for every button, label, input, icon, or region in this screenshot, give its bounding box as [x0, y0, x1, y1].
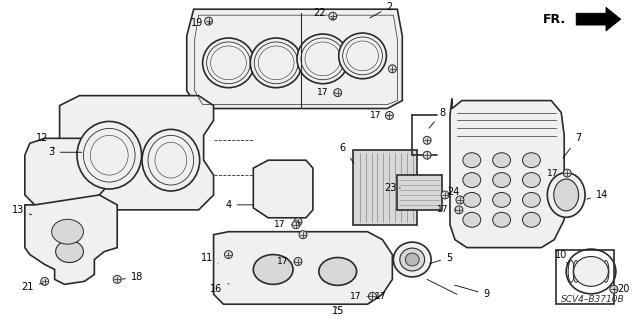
Polygon shape: [450, 99, 564, 248]
Text: 6: 6: [340, 143, 354, 163]
Text: 15: 15: [332, 306, 344, 316]
Circle shape: [388, 65, 396, 73]
Text: 17: 17: [547, 169, 564, 178]
Text: 17: 17: [374, 292, 386, 301]
Bar: [556, 249, 614, 304]
Ellipse shape: [319, 257, 356, 285]
Text: 8: 8: [429, 108, 445, 128]
Text: 13: 13: [12, 205, 32, 215]
Ellipse shape: [56, 241, 83, 263]
Circle shape: [292, 221, 300, 229]
Text: 12: 12: [36, 133, 54, 148]
Ellipse shape: [400, 248, 425, 271]
Circle shape: [423, 136, 431, 144]
Text: 18: 18: [122, 272, 143, 282]
Text: 7: 7: [563, 133, 581, 158]
Circle shape: [385, 112, 394, 119]
Ellipse shape: [339, 33, 387, 79]
Circle shape: [369, 292, 376, 300]
Polygon shape: [187, 9, 403, 108]
Polygon shape: [253, 160, 313, 218]
Ellipse shape: [203, 38, 254, 88]
Polygon shape: [214, 232, 392, 304]
Text: 23: 23: [384, 183, 400, 193]
Ellipse shape: [493, 153, 511, 168]
Ellipse shape: [52, 219, 83, 244]
Text: 17: 17: [317, 88, 335, 97]
Text: 14: 14: [587, 190, 608, 200]
Polygon shape: [60, 96, 214, 210]
Ellipse shape: [250, 38, 302, 88]
Ellipse shape: [77, 122, 141, 189]
Ellipse shape: [547, 173, 585, 217]
Text: 11: 11: [200, 253, 218, 263]
Ellipse shape: [493, 173, 511, 188]
Polygon shape: [25, 195, 117, 284]
Polygon shape: [576, 7, 621, 31]
Polygon shape: [25, 138, 117, 205]
Ellipse shape: [554, 179, 579, 211]
Ellipse shape: [463, 173, 481, 188]
Ellipse shape: [493, 192, 511, 207]
Circle shape: [329, 12, 337, 20]
Ellipse shape: [297, 34, 349, 84]
Ellipse shape: [253, 255, 293, 284]
Circle shape: [299, 231, 307, 239]
Circle shape: [563, 169, 571, 177]
Text: 10: 10: [555, 249, 568, 264]
Circle shape: [41, 278, 49, 285]
Ellipse shape: [463, 153, 481, 168]
Text: 16: 16: [211, 284, 229, 294]
Circle shape: [455, 206, 463, 214]
Text: 2: 2: [370, 2, 392, 18]
Ellipse shape: [522, 173, 540, 188]
Text: 9: 9: [454, 285, 490, 299]
Text: 22: 22: [314, 8, 333, 19]
Ellipse shape: [463, 212, 481, 227]
Text: 17: 17: [350, 292, 370, 301]
Text: SCV4–B3710B: SCV4–B3710B: [561, 295, 625, 304]
Circle shape: [333, 89, 342, 97]
Ellipse shape: [463, 192, 481, 207]
Text: 4: 4: [225, 200, 253, 210]
Bar: [397, 175, 442, 210]
Ellipse shape: [405, 253, 419, 266]
Text: 24: 24: [447, 187, 459, 197]
Ellipse shape: [573, 256, 609, 286]
Circle shape: [294, 218, 302, 226]
Text: 17: 17: [370, 111, 389, 120]
Text: 17: 17: [275, 220, 292, 229]
Text: 3: 3: [49, 147, 82, 157]
Circle shape: [441, 191, 449, 199]
Ellipse shape: [522, 153, 540, 168]
Ellipse shape: [522, 192, 540, 207]
Circle shape: [294, 257, 302, 265]
Circle shape: [113, 275, 121, 283]
Circle shape: [225, 251, 232, 258]
Text: 5: 5: [430, 253, 452, 263]
Text: 20: 20: [614, 284, 630, 294]
Bar: [353, 150, 417, 225]
Text: 17: 17: [437, 205, 456, 214]
Circle shape: [456, 196, 464, 204]
Ellipse shape: [142, 130, 200, 191]
Text: 21: 21: [22, 282, 43, 292]
Ellipse shape: [522, 212, 540, 227]
Ellipse shape: [493, 212, 511, 227]
Circle shape: [205, 17, 212, 25]
Text: 17: 17: [277, 257, 295, 266]
Circle shape: [423, 151, 431, 159]
Text: 19: 19: [191, 18, 211, 28]
Ellipse shape: [394, 242, 431, 277]
Circle shape: [610, 285, 618, 293]
Text: FR.: FR.: [543, 13, 566, 26]
